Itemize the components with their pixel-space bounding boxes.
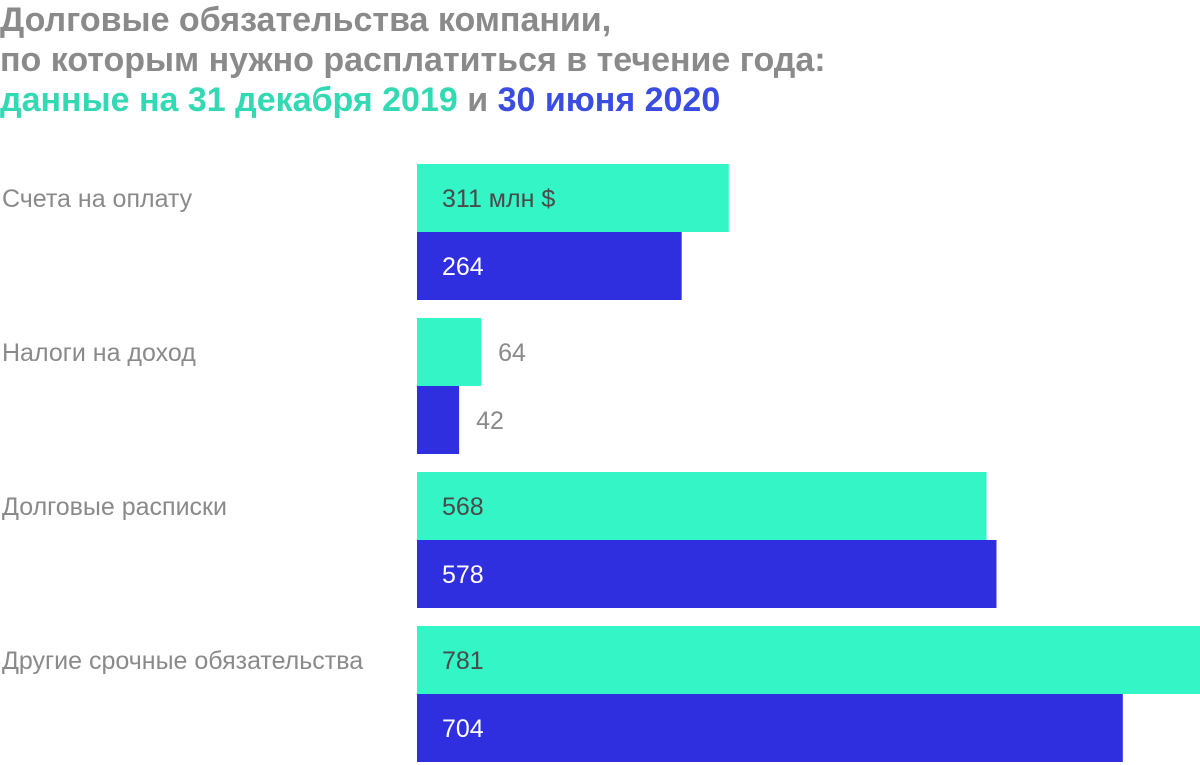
bar-dec-2019 [417,472,987,540]
chart-title: Долговые обязательства компании, по кото… [0,0,1200,120]
title-line-1: Долговые обязательства компании, [0,1,612,39]
bar-jun-2020 [417,232,682,300]
data-label: 578 [442,561,484,589]
title-line-2: по которым нужно расплатиться в течение … [0,41,826,79]
data-label: 64 [498,339,526,367]
bar-dec-2019 [417,318,482,386]
data-label: 311 млн $ [442,185,555,213]
bar-dec-2019 [417,626,1200,694]
data-label: 781 [442,647,484,675]
bar-jun-2020 [417,540,997,608]
title-line-3: данные на 31 декабря 2019 и 30 июня 2020 [0,80,1200,120]
bar-dec-2019 [417,164,729,232]
category-label: Долговые расписки [2,493,227,521]
title-series-2-date: 30 июня 2020 [497,81,721,119]
data-label: 704 [442,715,484,743]
bar-jun-2020 [417,694,1123,762]
category-label: Другие срочные обязательства [2,647,363,675]
category-label: Счета на оплату [2,185,193,213]
title-series-1-date: данные на 31 декабря 2019 [0,81,458,119]
bar-jun-2020 [417,386,460,454]
data-label: 568 [442,493,484,521]
category-label: Налоги на доход [2,339,196,367]
data-label: 42 [476,407,504,435]
title-conjunction: и [467,81,489,119]
data-label: 264 [442,253,484,281]
